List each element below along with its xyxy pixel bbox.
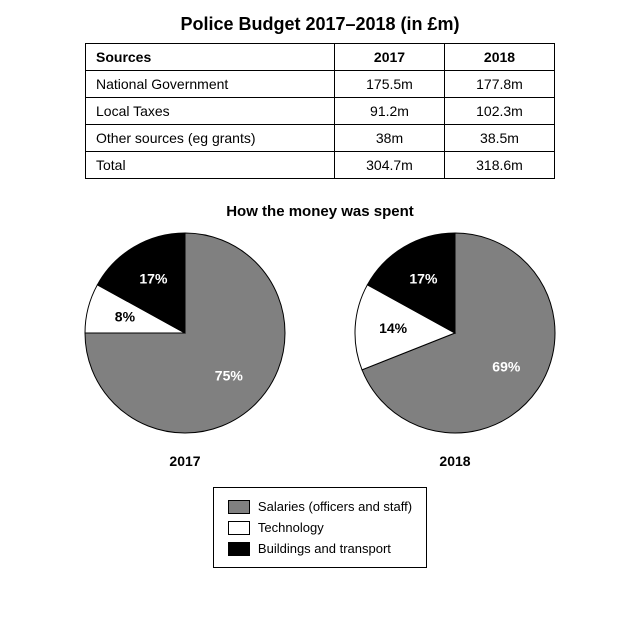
pie-slice-label-salaries: 69%	[492, 359, 521, 375]
table-row: Local Taxes 91.2m 102.3m	[86, 98, 555, 125]
pie-chart-2018: 69% 14% 17%	[350, 228, 560, 438]
row-label: Total	[86, 152, 335, 179]
legend-item-technology: Technology	[228, 517, 412, 538]
legend-box: Salaries (officers and staff) Technology…	[213, 487, 427, 568]
legend-label: Technology	[258, 520, 324, 535]
row-label: National Government	[86, 71, 335, 98]
pie-slice-label-buildings: 17%	[139, 270, 168, 286]
figure-canvas: Police Budget 2017–2018 (in £m) Sources …	[0, 0, 640, 625]
header-year-2017: 2017	[335, 44, 445, 71]
pie-chart-2017: 75% 8% 17%	[80, 228, 290, 438]
main-title: Police Budget 2017–2018 (in £m)	[0, 0, 640, 43]
legend-swatch-buildings	[228, 542, 250, 556]
table-row: Total 304.7m 318.6m	[86, 152, 555, 179]
header-sources: Sources	[86, 44, 335, 71]
row-value: 304.7m	[335, 152, 445, 179]
row-value: 38m	[335, 125, 445, 152]
row-label: Other sources (eg grants)	[86, 125, 335, 152]
row-value: 102.3m	[445, 98, 555, 125]
pie-slice-label-salaries: 75%	[215, 368, 244, 384]
table-header-row: Sources 2017 2018	[86, 44, 555, 71]
budget-table-body: National Government 175.5m 177.8m Local …	[86, 71, 555, 179]
pie-year-label: 2018	[350, 453, 560, 469]
row-value: 318.6m	[445, 152, 555, 179]
spend-title: How the money was spent	[0, 203, 640, 220]
legend-item-salaries: Salaries (officers and staff)	[228, 496, 412, 517]
row-value: 175.5m	[335, 71, 445, 98]
pie-year-label: 2017	[80, 453, 290, 469]
pie-block-2017: 75% 8% 17% 2017	[80, 228, 290, 469]
pie-slice-label-buildings: 17%	[409, 270, 438, 286]
row-value: 91.2m	[335, 98, 445, 125]
legend-label: Salaries (officers and staff)	[258, 499, 412, 514]
pie-slice-label-technology: 14%	[379, 320, 408, 336]
row-value: 38.5m	[445, 125, 555, 152]
row-value: 177.8m	[445, 71, 555, 98]
legend-item-buildings: Buildings and transport	[228, 538, 412, 559]
pie-slice-label-technology: 8%	[115, 308, 136, 324]
table-row: National Government 175.5m 177.8m	[86, 71, 555, 98]
legend-label: Buildings and transport	[258, 541, 391, 556]
header-year-2018: 2018	[445, 44, 555, 71]
legend-swatch-technology	[228, 521, 250, 535]
pie-charts-row: 75% 8% 17% 2017 69% 14% 17% 2018	[0, 228, 640, 469]
pie-block-2018: 69% 14% 17% 2018	[350, 228, 560, 469]
row-label: Local Taxes	[86, 98, 335, 125]
budget-table-wrap: Sources 2017 2018 National Government 17…	[0, 43, 640, 179]
table-row: Other sources (eg grants) 38m 38.5m	[86, 125, 555, 152]
legend-wrap: Salaries (officers and staff) Technology…	[0, 487, 640, 568]
legend-swatch-salaries	[228, 500, 250, 514]
budget-table: Sources 2017 2018 National Government 17…	[85, 43, 555, 179]
